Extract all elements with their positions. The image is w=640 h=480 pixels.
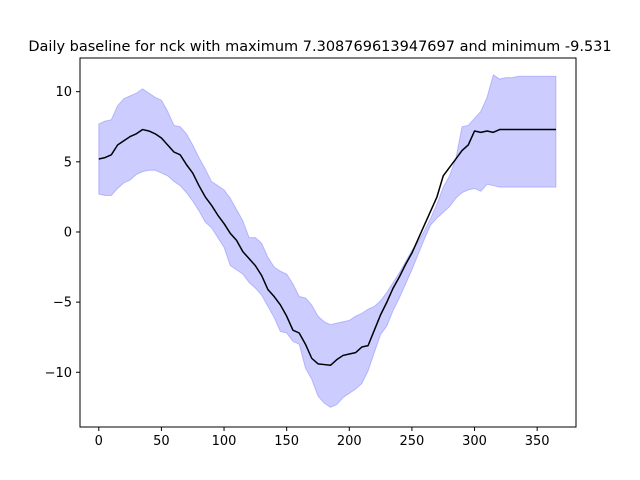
plot-area <box>98 74 557 408</box>
band-area <box>98 74 557 408</box>
x-tick-label: 100 <box>212 434 237 449</box>
axes: 0 50 100 150 200 250 300 350 −10 −5 0 5 10 <box>45 57 577 449</box>
mean-line <box>98 128 556 367</box>
y-tick-label: −5 <box>53 296 72 311</box>
x-tick-label: 300 <box>462 434 487 449</box>
x-tick-label: 150 <box>274 434 299 449</box>
x-tick-label: 50 <box>153 434 170 449</box>
x-tick-label: 200 <box>337 434 362 449</box>
x-tick-label: 250 <box>400 434 425 449</box>
y-tick-label: 5 <box>64 155 72 170</box>
plot-frame <box>79 57 577 428</box>
y-tick-label: 10 <box>55 85 72 100</box>
chart-title: Daily baseline for nck with maximum 7.30… <box>28 39 611 55</box>
y-tick-label: −10 <box>45 366 72 381</box>
x-tick-label: 0 <box>95 434 103 449</box>
y-tick-label: 0 <box>64 225 72 240</box>
x-tick-label: 350 <box>525 434 550 449</box>
